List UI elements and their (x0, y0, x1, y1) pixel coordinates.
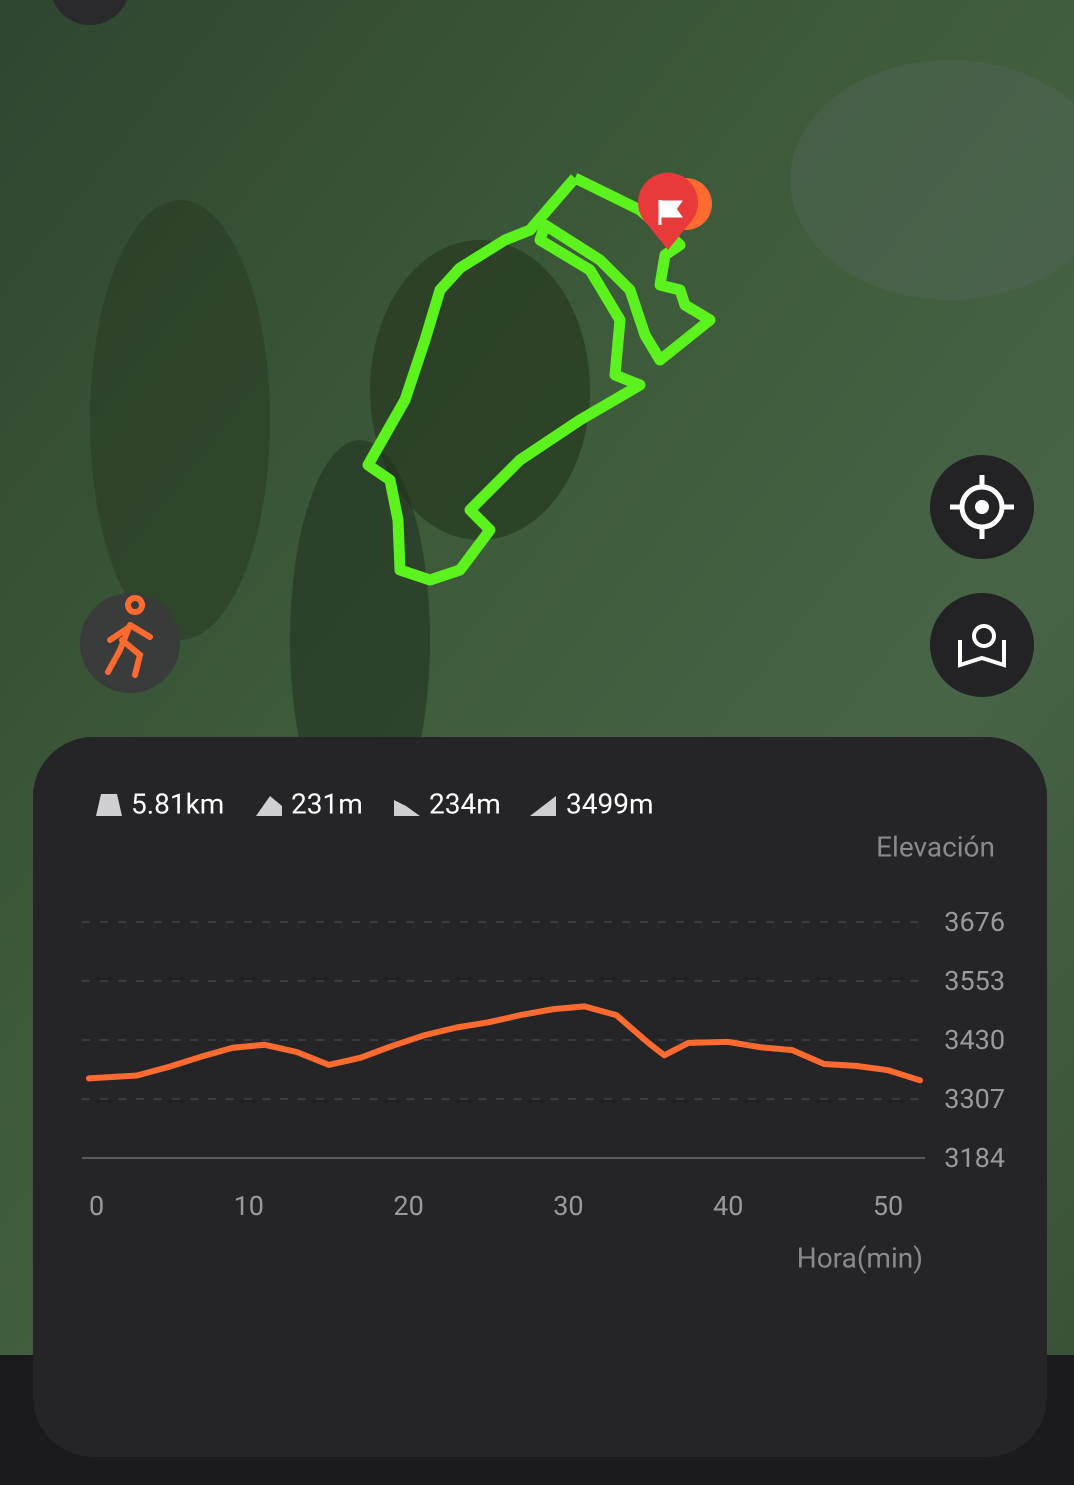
locate-icon-dot (975, 500, 989, 514)
route-view-icon-pin (972, 624, 996, 648)
x-tick-label: 50 (873, 1190, 903, 1222)
route-view-icon (958, 640, 1006, 668)
y-tick-label: 3307 (944, 1083, 1005, 1115)
y-tick-label: 3430 (944, 1024, 1005, 1056)
forest (90, 200, 270, 640)
descent: 234m (429, 787, 501, 820)
route (362, 173, 716, 586)
top-button[interactable] (50, 0, 130, 25)
distance: 5.81km (131, 787, 224, 820)
locate-icon-ticks (950, 475, 1014, 539)
y-tick-label: 3184 (944, 1142, 1005, 1174)
flag-icon (658, 200, 683, 225)
elevation-chart: Elevación Hora(min) 3184 3307 3430 3553 3676… (82, 830, 1005, 1274)
max-elevation: 3499m (566, 787, 654, 820)
x-tick-label: 40 (713, 1190, 743, 1222)
stats-panel (33, 737, 1047, 1457)
ascent: 231m (291, 787, 363, 820)
chart-title: Elevación (876, 830, 995, 863)
x-tick-label: 20 (393, 1190, 423, 1222)
ascent-icon (256, 796, 282, 816)
village (790, 60, 1074, 300)
y-tick-label: 3553 (944, 965, 1005, 997)
x-tick-label: 10 (234, 1190, 264, 1222)
descent-icon (394, 800, 420, 816)
max-elevation-icon (530, 796, 556, 816)
distance-icon (96, 794, 122, 816)
x-tick-label: 30 (553, 1190, 583, 1222)
elevation-line (86, 1003, 923, 1084)
x-tick-label: 0 (89, 1190, 104, 1222)
run-icon (105, 595, 153, 678)
forest (370, 240, 590, 540)
stats-row: 5.81km 231m 234m 3499m (96, 787, 654, 820)
x-axis-label: Hora(min) (797, 1241, 923, 1274)
y-tick-label: 3676 (944, 906, 1005, 938)
